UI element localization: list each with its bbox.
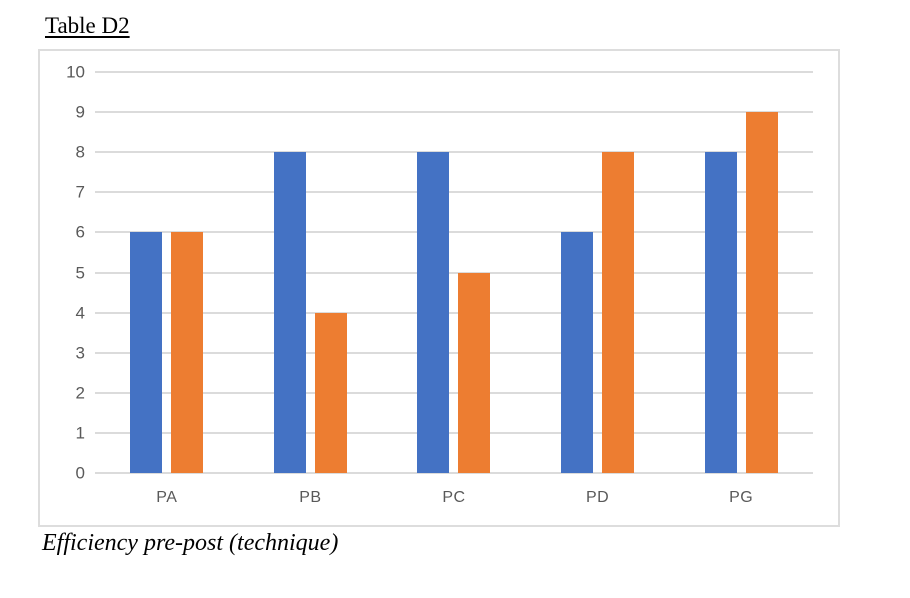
gridline-1	[95, 431, 813, 434]
gridline-4	[95, 311, 813, 314]
y-tick-label-0: 0	[75, 463, 85, 483]
x-axis-label-pa: PA	[156, 489, 178, 506]
gridline-0	[95, 472, 813, 474]
bar-group-pg	[669, 72, 813, 473]
y-tick-label-5: 5	[75, 263, 85, 282]
bar-pd-orange	[602, 152, 635, 473]
gridline-3	[95, 351, 813, 354]
bar-pa-orange	[171, 232, 204, 473]
gridline-2	[95, 391, 813, 394]
y-tick-label-3: 3	[75, 343, 85, 363]
bar-pc-blue	[417, 152, 450, 473]
gridline-6	[95, 231, 813, 234]
y-tick-label-9: 9	[75, 102, 85, 122]
chart-caption: Efficiency pre-post (technique)	[42, 530, 339, 556]
gridline-10	[95, 71, 813, 73]
gridline-9	[95, 111, 813, 114]
bar-group-pd	[526, 72, 670, 473]
x-axis-label-pb: PB	[299, 489, 322, 506]
bar-group-pc	[382, 72, 526, 473]
bar-pd-blue	[561, 232, 594, 473]
y-tick-label-1: 1	[75, 423, 85, 443]
plot-area: 0 1 2 3 4 5 6 7 8 9 10	[66, 64, 813, 482]
bar-group-pb	[239, 72, 383, 473]
x-axis-label-pc: PC	[442, 489, 466, 506]
gridline-7	[95, 191, 813, 194]
bar-pg-orange	[745, 112, 778, 473]
bar-chart-frame: 0 1 2 3 4 5 6 7 8 9 10 PA PB PC PD PG	[38, 49, 840, 527]
bar-pb-orange	[314, 312, 347, 473]
x-axis-label-pd: PD	[585, 489, 610, 506]
bar-pc-orange	[458, 272, 491, 473]
y-tick-label-7: 7	[75, 182, 85, 202]
bar-groups	[95, 72, 813, 473]
bar-pa-blue	[130, 232, 163, 473]
gridline-5	[95, 271, 813, 274]
chart-title: Table D2	[45, 13, 130, 38]
y-tick-label-6: 6	[75, 222, 85, 242]
bar-pb-blue	[273, 152, 306, 473]
gridline-8	[95, 151, 813, 154]
bar-group-pa	[95, 72, 239, 473]
y-tick-label-10: 10	[66, 62, 85, 82]
x-axis-labels: PA PB PC PD PG	[95, 489, 813, 507]
y-tick-label-2: 2	[75, 383, 85, 403]
y-tick-label-8: 8	[75, 142, 85, 162]
bar-pg-blue	[704, 152, 737, 473]
x-axis-label-pg: PG	[729, 489, 754, 506]
y-tick-label-4: 4	[75, 303, 85, 323]
